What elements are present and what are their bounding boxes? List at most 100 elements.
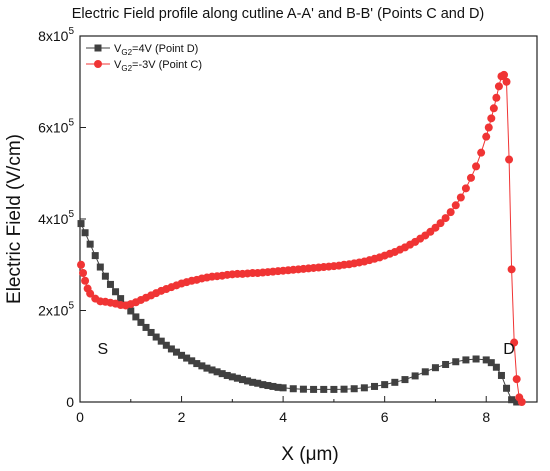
data-point: [183, 354, 191, 362]
data-point: [233, 374, 241, 382]
data-point: [77, 260, 86, 269]
data-point: [512, 375, 521, 384]
data-point: [264, 382, 272, 390]
data-point: [106, 280, 114, 288]
data-point: [77, 220, 85, 228]
y-tick-label: 0: [66, 394, 74, 410]
data-point: [142, 323, 150, 331]
data-point: [213, 368, 221, 376]
data-point: [91, 252, 99, 260]
data-point: [203, 364, 211, 372]
series-0: [77, 220, 521, 406]
data-point: [451, 201, 460, 210]
series-layer: [77, 70, 526, 406]
x-tick-label: 0: [76, 409, 84, 425]
data-point: [86, 289, 95, 298]
data-point: [492, 93, 501, 102]
data-point: [81, 229, 89, 237]
data-point: [436, 219, 445, 228]
data-point: [340, 385, 348, 393]
data-point: [456, 193, 465, 202]
x-tick-label: 6: [381, 409, 389, 425]
data-point: [167, 345, 175, 353]
data-point: [259, 381, 267, 389]
data-point: [502, 77, 511, 86]
data-point: [79, 268, 88, 277]
data-point: [320, 385, 328, 393]
data-point: [508, 396, 516, 404]
data-point: [513, 398, 521, 406]
data-point: [228, 373, 236, 381]
chart-title: Electric Field profile along cutline A-A…: [72, 6, 485, 22]
data-point: [442, 360, 450, 368]
data-point: [391, 378, 399, 386]
data-point: [371, 382, 379, 390]
x-tick-label: 2: [178, 409, 186, 425]
data-point: [505, 155, 514, 164]
data-point: [101, 272, 109, 280]
data-point: [350, 385, 358, 393]
series-line: [80, 74, 523, 403]
data-point: [178, 351, 186, 359]
data-point: [208, 366, 216, 374]
data-point: [492, 363, 500, 371]
data-point: [152, 333, 160, 341]
data-point: [482, 356, 490, 364]
y-tick-label: 4x105: [38, 209, 74, 227]
data-point: [188, 357, 196, 365]
data-point: [132, 313, 140, 321]
data-point: [127, 307, 135, 315]
data-point: [147, 328, 155, 336]
data-point: [482, 132, 491, 141]
data-point: [254, 379, 262, 387]
data-point: [401, 376, 409, 384]
y-axis-ticks: 0 2x105 4x105 6x105 8x105: [38, 26, 86, 410]
data-point: [157, 337, 165, 345]
plot-frame: [79, 35, 538, 403]
data-point: [466, 173, 475, 182]
data-point: [431, 364, 439, 372]
data-point: [238, 376, 246, 384]
data-point: [223, 371, 231, 379]
legend-marker: [94, 60, 102, 68]
data-point: [499, 70, 508, 79]
legend-marker: [94, 44, 102, 52]
data-point: [494, 82, 503, 91]
y-tick-label: 6x105: [38, 118, 74, 136]
annotation-label: S: [98, 341, 109, 358]
data-point: [81, 276, 90, 285]
x-axis-ticks: 0 2 4 6 8: [76, 396, 490, 425]
data-point: [249, 378, 257, 386]
data-point: [274, 383, 282, 391]
data-point: [497, 371, 505, 379]
data-point: [462, 356, 470, 364]
legend-label: VG2=-3V (Point C): [114, 59, 202, 73]
data-point: [411, 372, 419, 380]
data-point: [86, 240, 94, 248]
data-point: [193, 360, 201, 368]
y-axis-label: Electric Field (V/cm): [4, 134, 25, 304]
x-tick-label: 4: [279, 409, 287, 425]
data-point: [269, 382, 277, 390]
legend: VG2=4V (Point D) VG2=-3V (Point C): [86, 43, 202, 73]
data-point: [381, 381, 389, 389]
data-point: [279, 384, 287, 392]
data-point: [503, 384, 511, 392]
data-point: [446, 208, 455, 217]
data-point: [510, 338, 519, 347]
data-point: [421, 368, 429, 376]
data-point: [472, 355, 480, 363]
data-point: [487, 114, 496, 123]
legend-label: VG2=4V (Point D): [114, 43, 198, 57]
data-point: [172, 348, 180, 356]
data-point: [96, 263, 104, 271]
data-point: [112, 288, 120, 296]
data-point: [162, 341, 170, 349]
data-point: [244, 377, 252, 385]
data-point: [441, 214, 450, 223]
data-point: [198, 362, 206, 370]
data-point: [289, 385, 297, 393]
data-point: [517, 398, 526, 406]
